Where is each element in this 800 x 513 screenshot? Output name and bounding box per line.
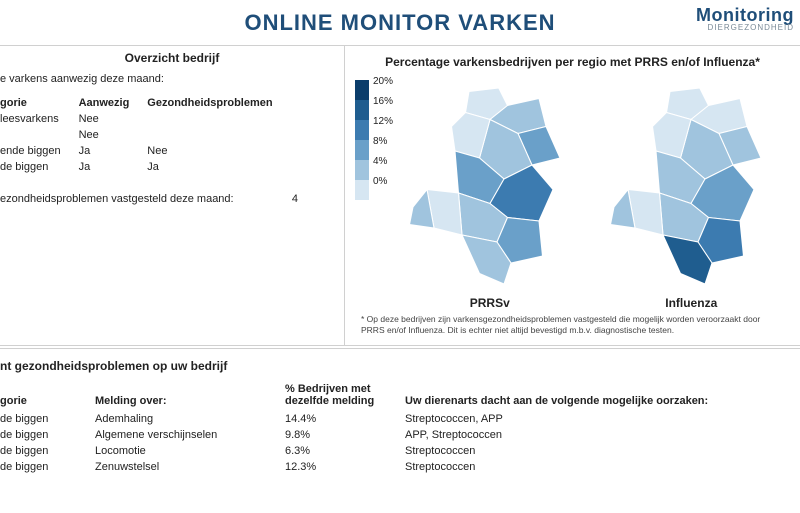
table-row: ende biggenJaNee [0,143,291,159]
col-present: Aanwezig [79,95,148,111]
table-row: de biggenLocomotie6.3%Streptococcen [0,443,792,459]
map-panel: Percentage varkensbedrijven per regio me… [345,46,800,346]
page-title: ONLINE MONITOR VARKEN [244,10,555,36]
overview-panel: Overzicht bedrijf e varkens aanwezig dez… [0,46,345,346]
legend-seg [355,160,369,180]
problems-table: gorie Melding over: % Bedrijven met deze… [0,381,792,475]
problems-panel: nt gezondheidsproblemen op uw bedrijf go… [0,349,800,475]
col-category: gorie [0,95,79,111]
map-legend: 20% 16% 12% 8% 4% 0% [355,80,389,200]
logo-line1: Monitoring [696,6,794,24]
table-row: Nee [0,127,291,143]
legend-bar [355,80,369,200]
logo-line2: DIERGEZONDHEID [696,24,794,32]
map-prrsv: PRRSv [395,81,585,310]
logo: Monitoring DIERGEZONDHEID [696,6,794,32]
map-label: Influenza [596,296,786,310]
table-row: de biggenAdemhaling14.4%Streptococcen, A… [0,411,792,427]
map-label: PRRSv [395,296,585,310]
overview-table: gorie Aanwezig Gezondheidsproblemen lees… [0,95,291,175]
header: ONLINE MONITOR VARKEN Monitoring DIERGEZ… [0,0,800,46]
col-problems: Gezondheidsproblemen [147,95,290,111]
table-row: leesvarkensNee [0,111,291,127]
legend-seg [355,80,369,100]
col-causes: Uw dierenarts dacht aan de volgende moge… [405,381,792,411]
legend-seg [355,180,369,200]
netherlands-map-icon [601,81,781,291]
table-row: de biggenJaJa [0,159,291,175]
legend-seg [355,100,369,120]
legend-seg [355,140,369,160]
col-report: Melding over: [95,381,285,411]
legend-seg [355,120,369,140]
legend-ticks: 20% 16% 12% 8% 4% 0% [373,76,393,196]
col-category: gorie [0,381,95,411]
netherlands-map-icon [400,81,580,291]
map-title: Percentage varkensbedrijven per regio me… [353,50,792,77]
count-label: ezondheidsproblemen vastgesteld deze maa… [0,193,234,205]
map-footnote: * Op deze bedrijven zijn varkensgezondhe… [353,310,792,337]
overview-intro: e varkens aanwezig deze maand: [0,73,338,85]
map-influenza: Influenza [596,81,786,310]
problems-title: nt gezondheidsproblemen op uw bedrijf [0,355,792,381]
count-value: 4 [292,193,298,205]
table-row: de biggenZenuwstelsel12.3%Streptococcen [0,459,792,475]
table-row: de biggenAlgemene verschijnselen9.8%APP,… [0,427,792,443]
col-pct: % Bedrijven met dezelfde melding [285,381,405,411]
overview-title: Overzicht bedrijf [0,46,344,73]
